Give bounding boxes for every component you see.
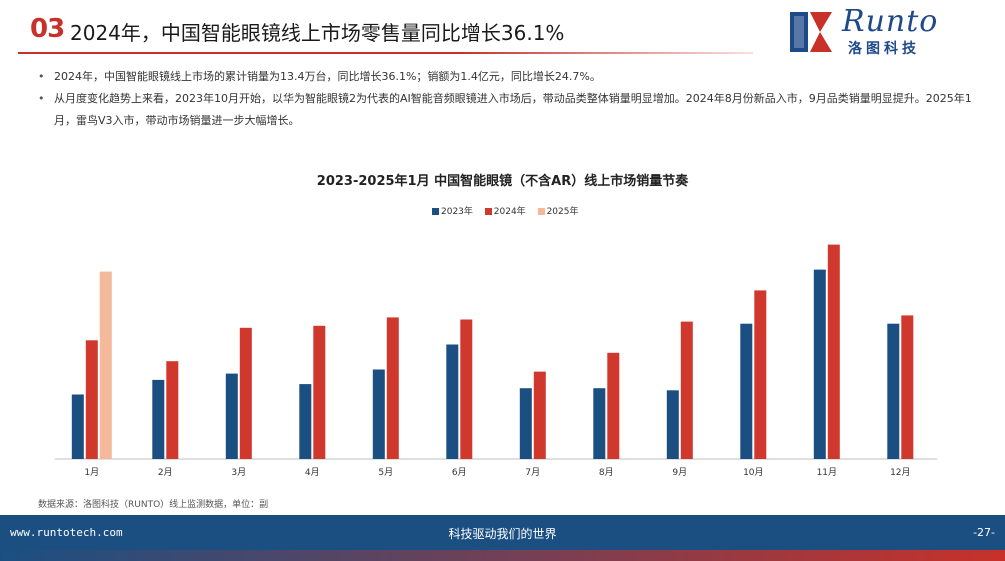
x-tick-label: 9月	[672, 467, 687, 478]
bar-2024年-5月	[386, 317, 399, 459]
legend-swatch	[432, 208, 439, 215]
bar-2023年-1月	[71, 394, 84, 459]
logo-wordmark: Runto	[842, 4, 939, 39]
x-tick-label: 12月	[890, 467, 910, 478]
x-tick-label: 2月	[158, 467, 173, 478]
x-tick-label: 11月	[817, 467, 837, 478]
x-tick-label: 6月	[452, 467, 467, 478]
runto-logo: Runto 洛图科技	[786, 4, 986, 57]
section-number: 03	[30, 14, 65, 44]
bar-2024年-2月	[166, 361, 179, 459]
legend-item-2024: 2024年	[484, 204, 526, 217]
bar-2023年-11月	[813, 269, 826, 459]
x-tick-label: 10月	[743, 467, 763, 478]
x-tick-label: 1月	[84, 467, 99, 478]
x-tick-label: 7月	[525, 467, 540, 478]
x-tick-label: 8月	[599, 467, 614, 478]
footer-url: www.runtotech.com	[10, 526, 123, 539]
data-source-note: 数据来源：洛图科技（RUNTO）线上监测数据，单位：副	[38, 500, 269, 510]
bar-2023年-7月	[519, 388, 532, 459]
x-tick-label: 3月	[231, 467, 246, 478]
bar-2023年-6月	[446, 344, 459, 459]
title-underline	[18, 52, 753, 54]
chart-legend: 2023年 2024年 2025年	[432, 204, 587, 217]
footer-slogan: 科技驱动我们的世界	[448, 527, 557, 541]
bar-2023年-12月	[887, 323, 900, 459]
bar-2023年-5月	[372, 369, 385, 459]
bar-2024年-9月	[680, 321, 693, 459]
legend-label: 2024年	[493, 207, 526, 217]
bar-2023年-8月	[593, 388, 606, 459]
bar-2023年-9月	[666, 390, 679, 459]
x-tick-label: 5月	[378, 467, 393, 478]
bar-2024年-1月	[85, 340, 98, 459]
bar-2024年-10月	[754, 290, 767, 459]
bar-2024年-8月	[607, 352, 620, 459]
summary-bullets: 2024年，中国智能眼镜线上市场的累计销量为13.4万台，同比增长36.1%；销…	[38, 66, 978, 132]
runto-logo-mark-icon	[790, 12, 832, 52]
legend-swatch	[537, 208, 545, 215]
legend-item-2025: 2025年	[537, 204, 579, 217]
bar-2023年-4月	[299, 384, 312, 459]
legend-swatch	[484, 208, 492, 215]
bar-2024年-7月	[533, 371, 546, 459]
bar-2024年-6月	[460, 319, 473, 459]
bar-2024年-12月	[901, 315, 914, 459]
page-number: -27-	[973, 526, 995, 539]
page-title: 2024年，中国智能眼镜线上市场零售量同比增长36.1%	[70, 21, 565, 45]
footer-accent-strip	[0, 550, 1005, 561]
bar-2024年-3月	[239, 327, 252, 459]
footer-bar: www.runtotech.com 科技驱动我们的世界 -27-	[0, 515, 1005, 550]
bar-2025年-1月	[99, 271, 112, 459]
legend-label: 2023年	[441, 207, 473, 217]
legend-label: 2025年	[546, 207, 579, 217]
bullet-item: 从月度变化趋势上来看，2023年10月开始，以华为智能眼镜2为代表的AI智能音频…	[38, 88, 978, 132]
bar-2024年-4月	[313, 325, 326, 459]
slide-header: 03 2024年，中国智能眼镜线上市场零售量同比增长36.1% Runto 洛图…	[0, 0, 1005, 62]
chart-title: 2023-2025年1月 中国智能眼镜（不含AR）线上市场销量节奏	[316, 174, 689, 189]
bar-2023年-3月	[225, 373, 238, 459]
legend-item-2023: 2023年	[432, 204, 473, 217]
bar-2023年-10月	[740, 323, 753, 459]
logo-chinese-name: 洛图科技	[848, 41, 920, 57]
bar-2024年-11月	[827, 244, 840, 459]
bullet-item: 2024年，中国智能眼镜线上市场的累计销量为13.4万台，同比增长36.1%；销…	[38, 66, 978, 88]
x-tick-label: 4月	[305, 467, 320, 478]
bar-2023年-2月	[152, 379, 165, 459]
